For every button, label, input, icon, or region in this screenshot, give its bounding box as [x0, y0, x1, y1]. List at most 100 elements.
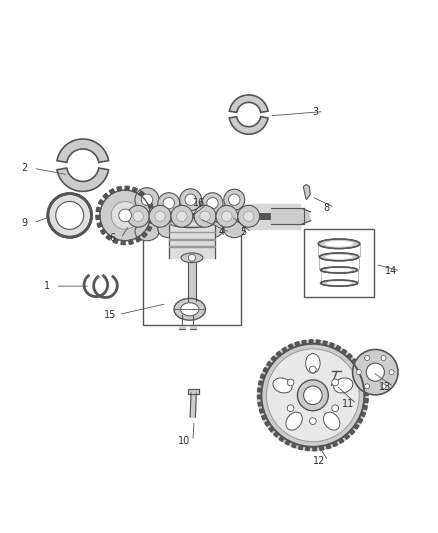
Polygon shape: [364, 384, 368, 389]
Circle shape: [56, 201, 84, 229]
Polygon shape: [258, 402, 262, 406]
Polygon shape: [258, 395, 261, 399]
Polygon shape: [339, 438, 344, 443]
Polygon shape: [100, 229, 106, 235]
Circle shape: [141, 194, 152, 205]
Ellipse shape: [318, 239, 360, 248]
Circle shape: [100, 190, 150, 241]
Polygon shape: [121, 240, 125, 245]
Circle shape: [287, 379, 294, 386]
Circle shape: [194, 205, 216, 227]
Polygon shape: [306, 446, 310, 450]
Polygon shape: [323, 341, 327, 345]
Polygon shape: [169, 246, 215, 247]
Circle shape: [119, 209, 131, 222]
Text: 4: 4: [218, 228, 224, 237]
Polygon shape: [347, 353, 352, 359]
Polygon shape: [113, 238, 118, 244]
Circle shape: [381, 356, 386, 360]
Polygon shape: [190, 325, 196, 329]
Ellipse shape: [158, 193, 180, 214]
Polygon shape: [230, 95, 268, 112]
Ellipse shape: [135, 188, 159, 212]
Ellipse shape: [202, 193, 223, 214]
Polygon shape: [274, 432, 279, 437]
Polygon shape: [142, 232, 147, 238]
Text: 6: 6: [109, 233, 115, 243]
Ellipse shape: [286, 412, 302, 430]
Circle shape: [353, 350, 398, 395]
Polygon shape: [299, 445, 303, 450]
Circle shape: [133, 211, 144, 222]
Polygon shape: [364, 399, 368, 402]
Polygon shape: [57, 139, 109, 163]
Circle shape: [222, 211, 232, 222]
Ellipse shape: [319, 253, 359, 261]
Polygon shape: [259, 409, 264, 413]
Polygon shape: [265, 421, 270, 426]
Polygon shape: [139, 191, 144, 196]
Circle shape: [310, 366, 316, 373]
Polygon shape: [271, 356, 276, 361]
Polygon shape: [303, 184, 310, 200]
Polygon shape: [146, 226, 152, 231]
Ellipse shape: [273, 378, 292, 393]
Polygon shape: [336, 345, 341, 351]
Ellipse shape: [326, 268, 352, 272]
Polygon shape: [285, 440, 290, 445]
Polygon shape: [110, 189, 115, 194]
Polygon shape: [148, 203, 153, 208]
Ellipse shape: [323, 412, 340, 430]
Ellipse shape: [334, 378, 353, 393]
Polygon shape: [356, 365, 361, 369]
Circle shape: [149, 205, 171, 227]
Circle shape: [177, 211, 187, 222]
Circle shape: [381, 384, 386, 389]
Bar: [143, 207, 241, 326]
Ellipse shape: [135, 222, 159, 241]
Circle shape: [365, 384, 370, 389]
Circle shape: [185, 194, 196, 205]
Ellipse shape: [180, 223, 201, 240]
Bar: [304, 229, 374, 297]
Polygon shape: [187, 258, 196, 302]
Circle shape: [111, 201, 139, 229]
Ellipse shape: [306, 353, 320, 373]
Polygon shape: [354, 424, 359, 429]
Ellipse shape: [180, 189, 201, 211]
Polygon shape: [302, 208, 311, 224]
Polygon shape: [169, 225, 215, 258]
Polygon shape: [96, 207, 101, 212]
Text: 3: 3: [312, 107, 318, 117]
Ellipse shape: [180, 303, 199, 316]
Polygon shape: [129, 240, 133, 244]
Text: 12: 12: [313, 456, 325, 466]
Polygon shape: [125, 186, 129, 190]
Text: 16: 16: [193, 198, 205, 208]
Polygon shape: [132, 187, 137, 192]
Polygon shape: [149, 219, 154, 224]
Text: 9: 9: [21, 218, 28, 228]
Polygon shape: [360, 412, 365, 416]
Circle shape: [216, 205, 238, 227]
Polygon shape: [179, 325, 185, 329]
Text: 1: 1: [43, 281, 49, 291]
Text: 13: 13: [379, 382, 391, 392]
Polygon shape: [258, 381, 263, 385]
Polygon shape: [136, 237, 141, 242]
Polygon shape: [288, 344, 293, 349]
Polygon shape: [329, 343, 334, 348]
Polygon shape: [309, 340, 313, 344]
Polygon shape: [99, 199, 104, 205]
Circle shape: [207, 198, 218, 209]
Polygon shape: [263, 368, 268, 373]
Ellipse shape: [202, 221, 223, 238]
Polygon shape: [261, 415, 267, 420]
Polygon shape: [326, 444, 331, 449]
Polygon shape: [344, 434, 350, 439]
Polygon shape: [103, 193, 109, 199]
Polygon shape: [117, 187, 121, 191]
Polygon shape: [357, 418, 363, 423]
Text: 11: 11: [342, 399, 354, 409]
Polygon shape: [272, 208, 304, 224]
